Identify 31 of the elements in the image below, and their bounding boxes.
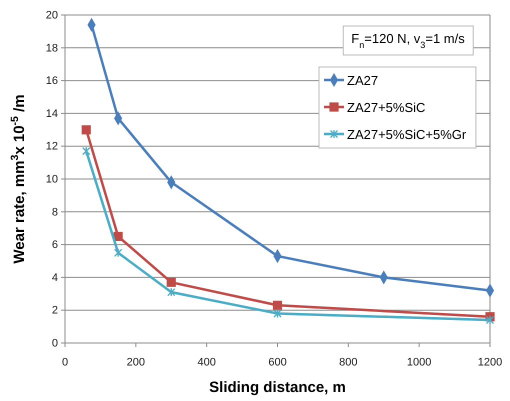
y-tick-label: 14	[46, 108, 58, 120]
point	[82, 146, 90, 156]
y-tick-label: 12	[46, 140, 58, 153]
y-tick-label: 16	[46, 75, 58, 88]
x-tick-label: 400	[197, 356, 216, 368]
x-tick-label: 1000	[406, 356, 432, 368]
y-tick-label: 6	[52, 239, 58, 252]
x-tick-label: 1200	[478, 356, 502, 368]
x-tick-label: 0	[62, 356, 68, 368]
y-tick-label: 8	[52, 206, 58, 218]
legend-label: ZA27+5%SiC	[347, 100, 426, 115]
y-tick-label: 20	[46, 10, 58, 22]
point	[82, 125, 91, 134]
y-tick-label: 2	[52, 304, 58, 317]
x-axis-title: Sliding distance, m	[209, 379, 346, 396]
y-tick-label: 0	[52, 338, 58, 350]
point	[166, 278, 176, 287]
point	[114, 248, 122, 258]
legend-label: ZA27	[347, 73, 378, 88]
y-tick-label: 4	[52, 272, 58, 284]
x-tick-label: 600	[268, 356, 287, 368]
point	[486, 315, 494, 325]
legend-label: ZA27+5%SiC+5%Gr	[347, 127, 467, 142]
annotation: F$_{n}$=120 N, v$_{3}$=1 m/s	[351, 31, 466, 50]
point	[272, 300, 282, 310]
point	[167, 288, 176, 297]
y-tick-label: 18	[46, 42, 58, 54]
x-tick-label: 800	[339, 356, 358, 368]
x-tick-label: 200	[126, 356, 146, 368]
y-tick-label: 10	[46, 174, 58, 186]
point	[273, 308, 282, 318]
